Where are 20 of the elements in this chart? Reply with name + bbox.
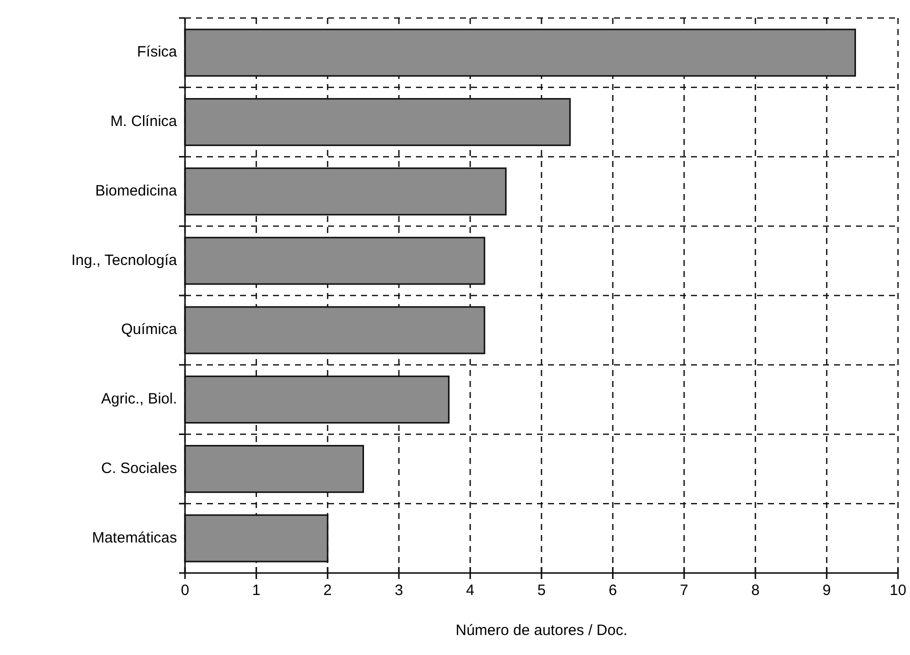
x-tick-label: 10 [890, 582, 906, 599]
x-tick-label: 9 [822, 582, 831, 599]
x-tick-label: 8 [751, 582, 760, 599]
x-tick-label: 2 [323, 582, 332, 599]
x-tick-label: 3 [394, 582, 404, 599]
y-tick-label: C. Sociales [101, 460, 177, 477]
y-tick-label: Biomedicina [95, 182, 178, 200]
x-tick-label: 7 [680, 582, 688, 599]
x-axis-title: Número de autores / Doc. [456, 622, 628, 639]
y-tick-label: M. Clínica [110, 113, 178, 130]
y-tick-label: Ing., Tecnología [71, 252, 178, 269]
y-tick-label: Matemáticas [92, 529, 177, 546]
x-tick-label: 4 [466, 582, 474, 599]
y-tick-label: Física [136, 44, 178, 61]
y-tick-label: Agric., Biol. [101, 390, 177, 408]
x-tick-label: 6 [608, 582, 617, 599]
x-tick-label: 5 [537, 582, 546, 599]
y-tick-label: Química [121, 321, 178, 338]
x-tick-label: 1 [252, 582, 260, 599]
x-tick-label: 0 [180, 582, 190, 599]
